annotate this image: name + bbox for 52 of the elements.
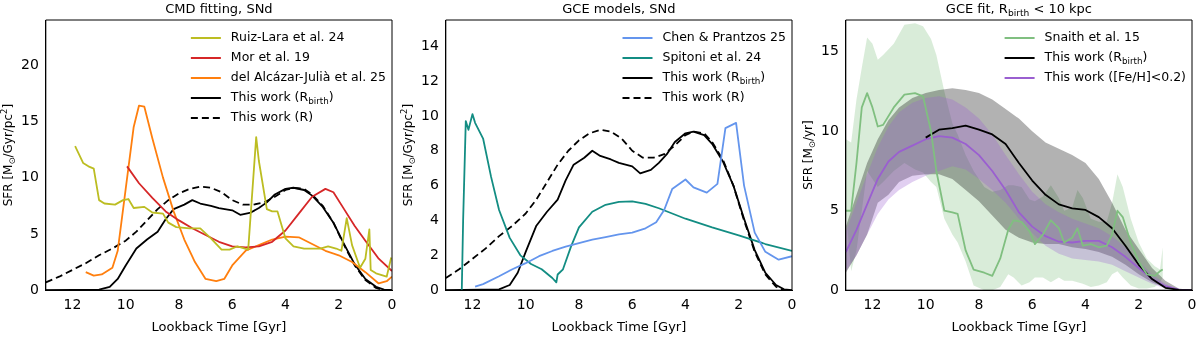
x-tick-label: 12: [63, 296, 82, 313]
chart-title: CMD fitting, SNd: [165, 1, 273, 17]
y-tick-label: 0: [829, 280, 839, 297]
x-tick-label: 12: [863, 296, 882, 313]
legend-label: del Alcázar-Julià et al. 25: [230, 69, 387, 85]
y-tick-label: 10: [20, 168, 39, 185]
y-tick-label: 0: [429, 280, 439, 297]
y-tick-label: 12: [420, 71, 439, 88]
legend-label: This work (R): [229, 109, 314, 125]
x-axis-title: Lookback Time [Gyr]: [951, 319, 1087, 335]
y-tick-label: 6: [429, 176, 439, 193]
y-tick-label: 4: [429, 211, 439, 228]
legend-label: Snaith et al. 15: [1044, 29, 1140, 45]
legend-label: Spitoni et al. 24: [662, 49, 762, 65]
y-tick-label: 10: [420, 106, 439, 123]
x-tick-label: 8: [974, 296, 984, 313]
x-tick-label: 0: [387, 296, 397, 313]
x-tick-label: 10: [516, 296, 535, 313]
y-tick-label: 15: [20, 111, 39, 128]
y-tick-label: 15: [820, 42, 839, 59]
y-tick-label: 0: [29, 280, 39, 297]
x-tick-label: 2: [734, 296, 744, 313]
y-tick-label: 2: [429, 245, 439, 262]
y-tick-label: 20: [20, 55, 39, 72]
x-tick-label: 10: [116, 296, 135, 313]
legend-label: This work (R): [661, 89, 745, 105]
x-tick-label: 0: [787, 296, 797, 313]
chart-title: GCE models, SNd: [562, 1, 676, 17]
x-tick-label: 8: [574, 296, 584, 313]
y-tick-label: 14: [420, 36, 439, 53]
legend-label: Mor et al. 19: [230, 49, 311, 65]
x-axis-title: Lookback Time [Gyr]: [151, 319, 287, 335]
legend-label: This work ([Fe/H]<0.2): [1043, 69, 1186, 85]
x-tick-label: 6: [1027, 296, 1037, 313]
x-tick-label: 4: [281, 296, 291, 313]
y-tick-label: 8: [429, 141, 439, 158]
legend-label: Chen & Prantzos 25: [662, 29, 786, 45]
x-tick-label: 12: [463, 296, 482, 313]
y-tick-label: 5: [829, 201, 839, 218]
x-tick-label: 2: [1134, 296, 1144, 313]
x-tick-label: 0: [1187, 296, 1197, 313]
y-tick-label: 10: [820, 121, 839, 138]
x-tick-label: 8: [174, 296, 184, 313]
x-tick-label: 6: [627, 296, 637, 313]
x-tick-label: 2: [334, 296, 344, 313]
legend-label: Ruiz-Lara et al. 24: [230, 29, 345, 45]
x-tick-label: 6: [227, 296, 237, 313]
x-tick-label: 4: [1081, 296, 1091, 313]
x-tick-label: 4: [681, 296, 691, 313]
x-tick-label: 10: [916, 296, 935, 313]
y-tick-label: 5: [29, 224, 39, 241]
x-axis-title: Lookback Time [Gyr]: [551, 319, 687, 335]
